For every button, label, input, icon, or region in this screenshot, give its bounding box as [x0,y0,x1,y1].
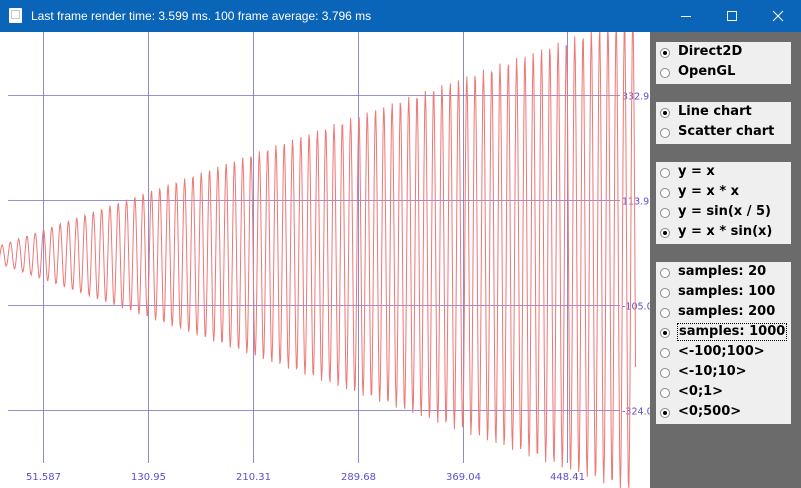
radio-label[interactable]: y = x * x [678,184,740,199]
radio-group: samples: 20 samples: 100 samples: 200 sampl… [656,262,791,344]
radio-label[interactable]: Direct2D [678,44,743,59]
radio-label[interactable]: samples: 20 [678,264,767,279]
radio-checked-icon[interactable] [660,227,670,238]
radio-unchecked-icon[interactable] [660,187,670,198]
x-tick-label: 210.31 [236,472,271,483]
radio-label[interactable]: Line chart [678,104,752,119]
radio-option[interactable]: Line chart [660,102,752,122]
radio-unchecked-icon[interactable] [660,307,670,318]
radio-option[interactable]: Direct2D [660,42,742,62]
radio-group: Direct2D OpenGL [656,42,791,84]
radio-option[interactable]: <-100;100> [660,342,765,362]
radio-option[interactable]: OpenGL [660,62,735,82]
radio-group: y = x y = x * x y = sin(x / 5) y = x * sin(… [656,162,791,244]
minimize-icon [681,16,691,17]
window-title: Last frame render time: 3.599 ms. 100 fr… [31,9,372,23]
radio-label[interactable]: samples: 100 [678,284,776,299]
chart-area: 51.587 130.95 210.31 289.68 369.04 448.41 332.… [0,32,650,488]
radio-checked-icon[interactable] [660,107,670,118]
radio-label[interactable]: <0;500> [678,404,742,419]
close-icon [772,10,784,22]
radio-checked-icon[interactable] [660,407,670,418]
radio-option[interactable]: <-10;10> [660,362,747,382]
y-tick-label: 113.97 [622,197,650,208]
radio-option[interactable]: y = x * sin(x) [660,222,772,242]
close-button[interactable] [755,0,801,32]
radio-label[interactable]: samples: 200 [678,304,776,319]
maximize-icon [727,11,737,21]
radio-label[interactable]: y = x * sin(x) [678,224,773,239]
radio-option[interactable]: samples: 100 [660,282,775,302]
radio-option[interactable]: <0;1> [660,382,723,402]
radio-unchecked-icon[interactable] [660,207,670,218]
radio-label[interactable]: <-100;100> [678,344,765,359]
radio-option[interactable]: <0;500> [660,402,741,422]
radio-label[interactable]: <0;1> [678,384,724,399]
radio-option[interactable]: samples: 200 [660,302,775,322]
radio-option[interactable]: y = x * x [660,182,739,202]
x-tick-label: 130.95 [131,472,166,483]
x-tick-label: 369.04 [446,472,481,483]
minimize-button[interactable] [663,0,709,32]
radio-option[interactable]: y = x [660,162,715,182]
radio-checked-icon[interactable] [660,47,670,58]
radio-label[interactable]: OpenGL [678,64,736,79]
radio-label[interactable]: <-10;10> [678,364,747,379]
radio-label[interactable]: samples: 1000 [676,323,788,341]
x-tick-label: 289.68 [341,472,376,483]
title-bar: Last frame render time: 3.599 ms. 100 fr… [0,0,801,32]
radio-unchecked-icon[interactable] [660,287,670,298]
radio-group: <-100;100> <-10;10> <0;1> <0;500> [656,342,791,424]
radio-unchecked-icon[interactable] [660,267,670,278]
radio-label[interactable]: Scatter chart [678,124,775,139]
radio-unchecked-icon[interactable] [660,67,670,78]
y-tick-label: -105.0 [622,302,650,313]
radio-unchecked-icon[interactable] [660,167,670,178]
x-tick-label: 51.587 [26,472,61,483]
radio-label[interactable]: y = sin(x / 5) [678,204,771,219]
radio-unchecked-icon[interactable] [660,127,670,138]
radio-unchecked-icon[interactable] [660,347,670,358]
radio-group: Line chart Scatter chart [656,102,791,144]
series-line [0,32,637,488]
radio-option[interactable]: samples: 1000 [660,322,788,342]
y-tick-label: -324.0 [622,407,650,418]
y-tick-label: 332.97 [622,92,650,103]
radio-unchecked-icon[interactable] [660,367,670,378]
radio-label[interactable]: y = x [678,164,715,179]
maximize-button[interactable] [709,0,755,32]
radio-option[interactable]: samples: 20 [660,262,766,282]
line-chart: 51.587 130.95 210.31 289.68 369.04 448.41 332.… [0,32,650,488]
radio-option[interactable]: y = sin(x / 5) [660,202,771,222]
radio-unchecked-icon[interactable] [660,387,670,398]
radio-option[interactable]: Scatter chart [660,122,774,142]
app-icon [9,8,22,23]
radio-checked-icon[interactable] [660,327,670,338]
x-tick-label: 448.41 [550,472,585,483]
